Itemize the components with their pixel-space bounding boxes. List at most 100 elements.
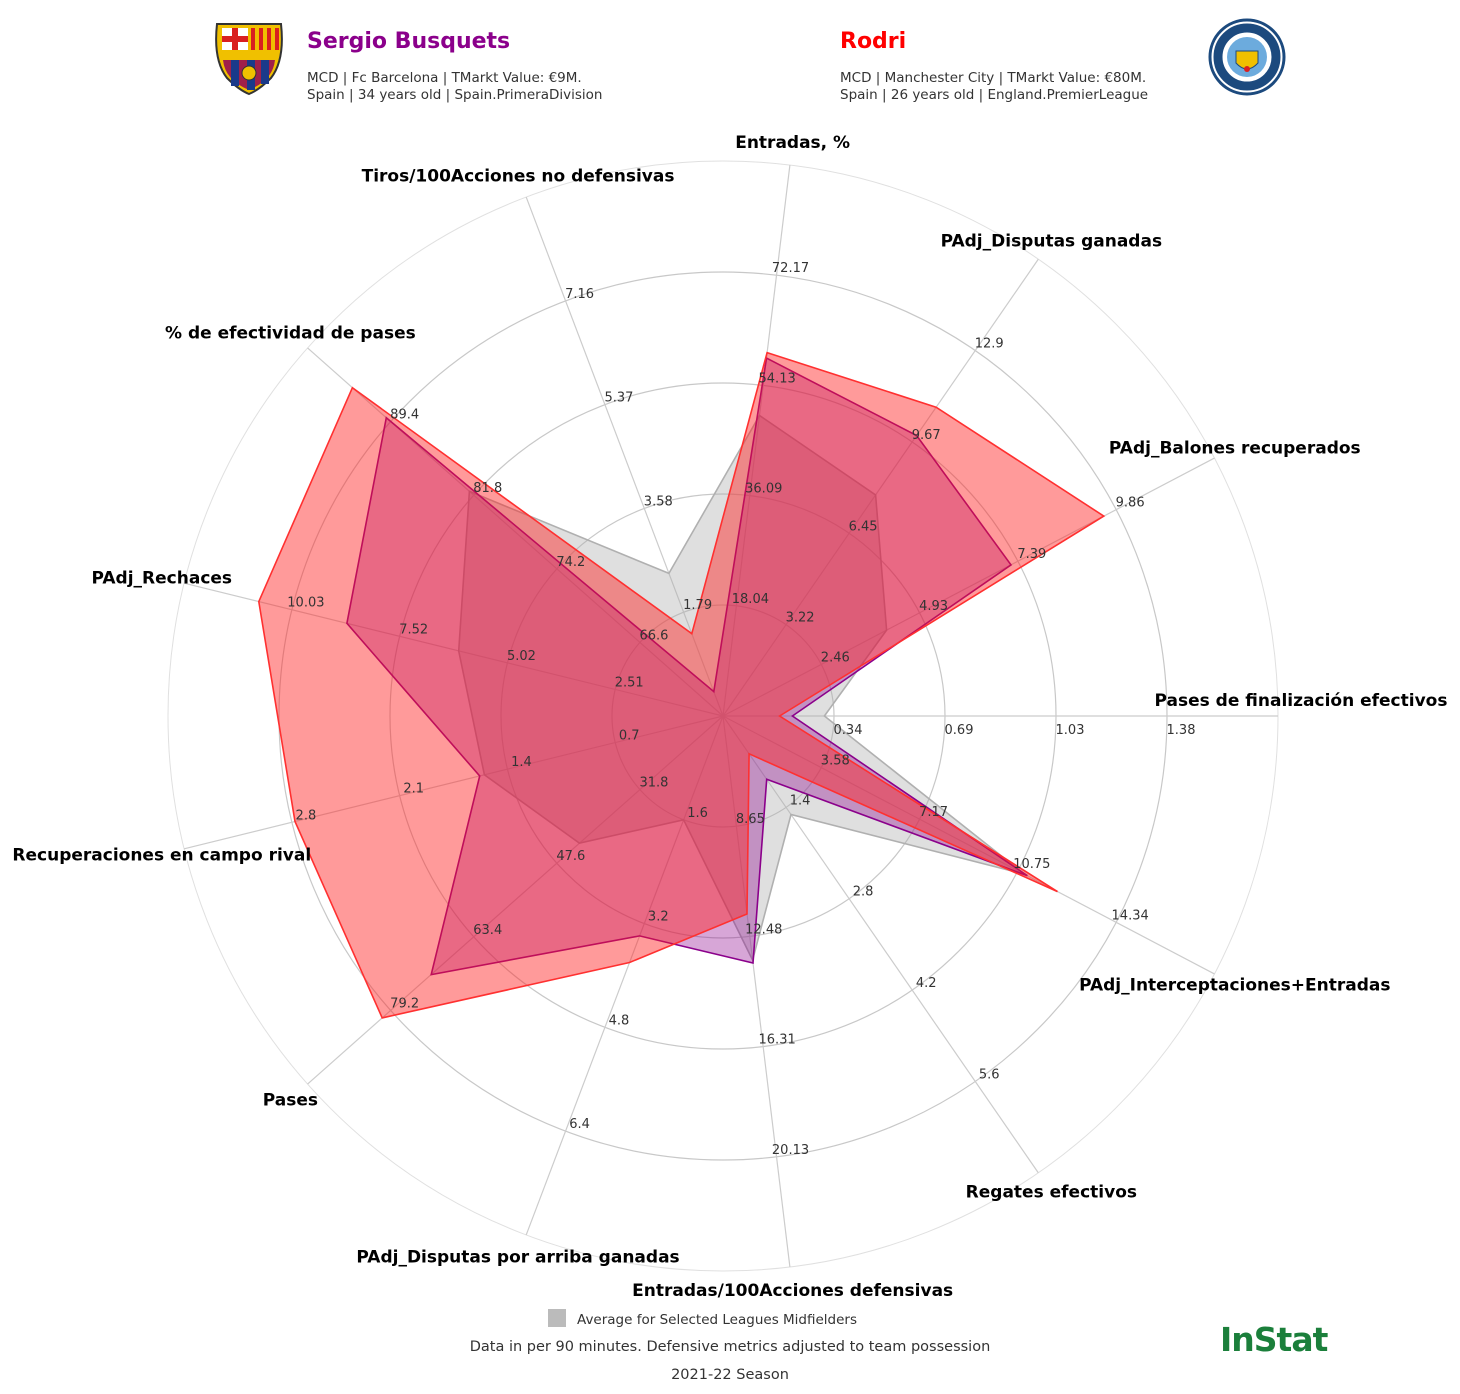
ring-tick-label: 9.86 xyxy=(1116,496,1145,511)
ring-tick-label: 2.1 xyxy=(403,782,424,797)
player2-info: MCD | Manchester City | TMarkt Value: €8… xyxy=(840,70,1148,104)
ring-tick-label: 3.22 xyxy=(786,611,815,626)
ring-tick-label: 12.9 xyxy=(975,337,1004,352)
axis-line xyxy=(722,715,1215,975)
ring-tick-label: 1.38 xyxy=(1167,723,1196,738)
axis-line xyxy=(722,457,1215,717)
axis-line xyxy=(525,196,724,717)
ring-tick-label: 3.2 xyxy=(648,910,669,925)
ring-tick-label: 10.75 xyxy=(1013,857,1050,872)
param-label: PAdj_Interceptaciones+Entradas xyxy=(1079,976,1390,996)
radar-grid xyxy=(167,160,1279,1272)
param-label: PAdj_Balones recuperados xyxy=(1109,438,1361,458)
axis-line xyxy=(183,582,724,717)
ring-tick-label: 1.79 xyxy=(683,598,712,613)
ring-tick-label: 4.93 xyxy=(919,599,948,614)
ring-tick-label: 18.04 xyxy=(732,592,769,607)
ring-tick-label: 7.17 xyxy=(919,805,948,820)
ring-tick-label: 20.13 xyxy=(772,1143,809,1158)
ring-tick-label: 79.2 xyxy=(390,996,419,1011)
axis-line xyxy=(307,347,724,717)
axis-line xyxy=(722,258,1039,717)
ring-tick-label: 0.34 xyxy=(834,723,863,738)
instat-logo: InStat xyxy=(1220,1320,1328,1359)
footer-season: 2021-22 Season xyxy=(671,1367,789,1383)
axis-line xyxy=(722,715,791,1268)
param-label: Tiros/100Acciones no defensivas xyxy=(362,167,675,187)
ring-tick-label: 81.8 xyxy=(473,481,502,496)
param-label: % de efectividad de pases xyxy=(165,324,416,344)
player2-info-line1: MCD | Manchester City | TMarkt Value: €8… xyxy=(840,70,1147,86)
ring-tick-label: 1.03 xyxy=(1056,723,1085,738)
ring-tick-label: 5.02 xyxy=(507,649,536,664)
legend-average-swatch xyxy=(548,1309,566,1327)
ring-tick-label: 3.58 xyxy=(644,494,673,509)
player1-info: MCD | Fc Barcelona | TMarkt Value: €9M. … xyxy=(307,70,602,104)
ring-tick-label: 9.67 xyxy=(912,428,941,443)
axis-line xyxy=(722,164,791,717)
ring-tick-label: 0.7 xyxy=(619,729,640,744)
ring-tick-label: 12.48 xyxy=(745,922,782,937)
legend-average-label: Average for Selected Leagues Midfielders xyxy=(577,1312,857,1328)
manchester-city-logo xyxy=(1208,18,1286,96)
radar-series xyxy=(257,351,1106,1019)
player2-name: Rodri xyxy=(840,29,907,54)
ring-tick-label: 7.52 xyxy=(399,622,428,637)
ring-tick-label: 47.6 xyxy=(556,849,585,864)
ring-tick-labels: 0.34 0.69 1.03 1.382.464.937.399.863.226.45… xyxy=(287,261,1195,1158)
param-label: Entradas, % xyxy=(735,133,850,153)
player1-info-line2: Spain | 34 years old | Spain.PrimeraDivi… xyxy=(307,87,603,103)
footer-note: Data in per 90 minutes. Defensive metric… xyxy=(469,1339,991,1355)
average-polygon xyxy=(457,414,1026,963)
ring-tick-label: 89.4 xyxy=(390,408,419,423)
ring-tick-label: 6.4 xyxy=(569,1117,590,1132)
param-label: Entradas/100Acciones defensivas xyxy=(632,1281,953,1301)
param-label: Pases xyxy=(263,1090,318,1110)
param-label: PAdj_Rechaces xyxy=(92,569,233,589)
ring-tick-label: 36.09 xyxy=(745,482,782,497)
axis-line xyxy=(722,715,1039,1174)
ring-tick-label: 66.6 xyxy=(639,628,668,643)
ring-tick-label: 10.03 xyxy=(287,596,324,611)
ring-tick-label: 54.13 xyxy=(759,371,796,386)
param-label: PAdj_Disputas ganadas xyxy=(941,231,1163,251)
ring-tick-label: 2.51 xyxy=(615,675,644,690)
ring-tick-label: 2.8 xyxy=(296,808,317,823)
player1-name: Sergio Busquets xyxy=(307,29,511,54)
ring-tick-label: 2.8 xyxy=(853,885,874,900)
axis-line xyxy=(183,715,724,850)
ring-tick-label: 1.6 xyxy=(687,806,708,821)
param-label: Pases de finalización efectivos xyxy=(1155,691,1448,711)
ring-tick-label: 31.8 xyxy=(639,776,668,791)
barcelona-logo xyxy=(215,23,283,96)
ring-tick-label: 3.58 xyxy=(821,754,850,769)
axis-line xyxy=(307,715,724,1085)
ring-tick-label: 14.34 xyxy=(1112,908,1149,923)
param-label: PAdj_Disputas por arriba ganadas xyxy=(356,1247,679,1267)
ring-tick-label: 1.4 xyxy=(790,793,811,808)
player1-info-line1: MCD | Fc Barcelona | TMarkt Value: €9M. xyxy=(307,70,582,86)
ring-tick-label: 4.2 xyxy=(916,976,937,991)
ring-tick-label: 74.2 xyxy=(556,555,585,570)
ring-tick-label: 1.4 xyxy=(511,755,532,770)
ring-tick-label: 7.39 xyxy=(1017,547,1046,562)
ring-tick-label: 2.46 xyxy=(821,650,850,665)
ring-tick-label: 4.8 xyxy=(609,1013,630,1028)
ring-tick-label: 0.69 xyxy=(945,723,974,738)
player2-info-line2: Spain | 26 years old | England.PremierLe… xyxy=(840,87,1149,103)
rodri-polygon xyxy=(257,351,1106,1019)
param-label: Recuperaciones en campo rival xyxy=(12,845,311,865)
ring-tick-label: 8.65 xyxy=(736,812,765,827)
ring-tick-label: 6.45 xyxy=(849,519,878,534)
ring-tick-label: 5.6 xyxy=(979,1067,1000,1082)
param-labels: Pases de finalización efectivos PAdj_Balo… xyxy=(12,133,1447,1301)
ring-tick-label: 7.16 xyxy=(565,287,594,302)
axis-line xyxy=(525,715,724,1236)
ring-tick-label: 5.37 xyxy=(604,391,633,406)
param-label: Regates efectivos xyxy=(966,1183,1137,1203)
ring-tick-label: 72.17 xyxy=(772,261,809,276)
ring-tick-label: 63.4 xyxy=(473,923,502,938)
busquets-polygon xyxy=(346,356,1028,976)
ring-tick-label: 16.31 xyxy=(759,1033,796,1048)
